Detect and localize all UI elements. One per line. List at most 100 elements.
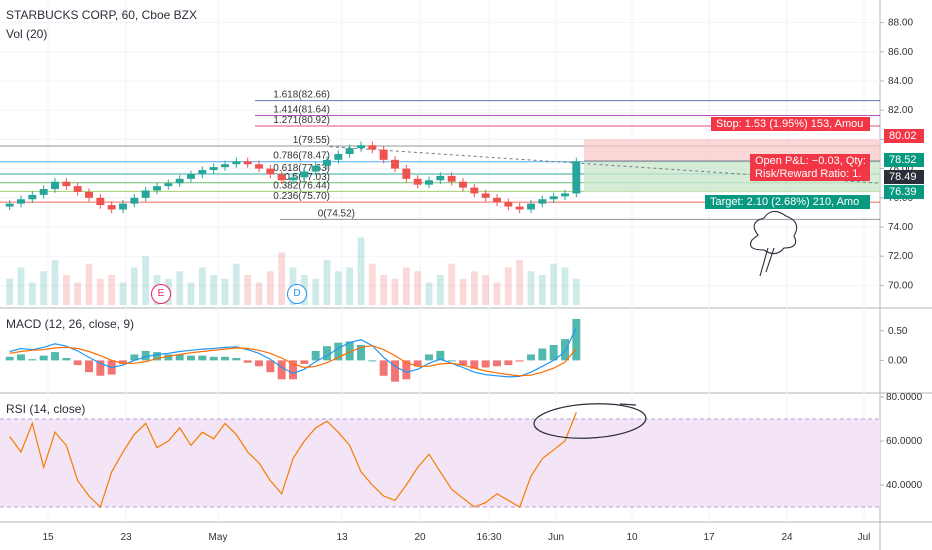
volume-bar	[210, 275, 218, 305]
macd-histogram-bar	[300, 360, 309, 364]
macd-histogram-bar	[175, 354, 184, 361]
hand-drawn-stroke	[619, 403, 637, 406]
volume-bar	[425, 282, 433, 305]
macd-label: MACD (12, 26, close, 9)	[6, 317, 135, 331]
candle-body	[243, 161, 252, 165]
x-tick-label: 23	[120, 532, 132, 543]
volume-bar	[402, 267, 410, 305]
candle-body	[153, 186, 161, 191]
x-tick-label: 10	[626, 532, 638, 543]
volume-bar	[266, 271, 274, 305]
dividend-event-badge[interactable]: D	[287, 284, 307, 304]
volume-bar	[482, 275, 490, 305]
candle-body	[300, 171, 309, 178]
volume-bar	[334, 271, 342, 305]
macd-histogram-bar	[221, 356, 229, 361]
volume-bar	[130, 267, 138, 305]
volume-bar	[504, 267, 512, 305]
volume-bar	[538, 275, 546, 305]
macd-histogram-bar	[470, 360, 479, 369]
macd-histogram-bar	[481, 360, 490, 368]
candle-body	[481, 193, 490, 198]
rsi-tick-label: 80.0000	[886, 392, 923, 403]
candle-body	[470, 187, 479, 194]
x-tick-label: 13	[336, 532, 348, 543]
volume-bar	[459, 278, 467, 305]
macd-histogram-bar	[277, 360, 286, 380]
macd-line	[9, 327, 577, 378]
candle-body	[549, 196, 558, 200]
volume-bar	[278, 252, 286, 305]
macd-histogram-bar	[436, 350, 445, 361]
candle-body	[17, 199, 25, 204]
volume-bar	[448, 263, 456, 305]
macd-histogram-bar	[504, 360, 513, 366]
candle-body	[85, 191, 93, 198]
volume-bar	[96, 278, 104, 305]
volume-bar	[6, 278, 14, 305]
rsi-tick-label: 60.0000	[886, 436, 923, 447]
candle-body	[391, 159, 399, 169]
rsi-tick-label: 40.0000	[886, 480, 923, 491]
candle-body	[493, 197, 501, 203]
candle-body	[119, 203, 127, 210]
volume-bar	[62, 275, 70, 305]
volume-bar	[176, 271, 184, 305]
macd-histogram-bar	[561, 339, 569, 361]
candle-body	[413, 178, 422, 185]
candle-body	[255, 164, 263, 169]
macd-histogram-bar	[28, 359, 37, 361]
hand-drawn-circle	[533, 403, 647, 439]
stop-label: Stop: 1.53 (1.95%) 153, Amou	[711, 117, 870, 131]
volume-bar	[244, 275, 252, 305]
target-price-tag: 76.39	[884, 185, 924, 199]
volume-bar	[550, 263, 558, 305]
candle-body	[175, 178, 184, 184]
volume-bar	[391, 278, 399, 305]
volume-bar	[17, 267, 25, 305]
macd-histogram-bar	[266, 360, 275, 373]
macd-histogram-bar	[209, 356, 218, 361]
macd-histogram-bar	[243, 360, 252, 363]
macd-tick-label: 0.50	[888, 326, 908, 337]
candle-body	[515, 206, 524, 210]
volume-bar	[346, 267, 354, 305]
volume-label: Vol (20)	[6, 27, 48, 41]
earnings-event-badge[interactable]: E	[151, 284, 171, 304]
macd-histogram-bar	[425, 354, 433, 361]
macd-tick-label: 0.00	[888, 355, 908, 366]
candle-body	[62, 181, 71, 187]
candle-body	[39, 189, 48, 195]
macd-histogram-bar	[232, 358, 241, 361]
volume-bar	[436, 275, 444, 305]
volume-bar	[493, 282, 501, 305]
x-tick-label: 16:30	[476, 532, 501, 543]
candle-body	[96, 197, 105, 206]
x-tick-label: 15	[42, 532, 54, 543]
fib-level-label: 1.414(81.64)	[273, 104, 330, 115]
volume-bar	[527, 271, 535, 305]
signal-line	[9, 344, 577, 377]
candle-body	[107, 205, 116, 210]
candle-body	[368, 145, 377, 150]
macd-histogram-bar	[51, 352, 59, 361]
macd-histogram-bar	[141, 350, 150, 361]
candle-body	[334, 154, 343, 160]
candle-body	[425, 180, 433, 185]
last-price-tag: 78.49	[884, 170, 924, 184]
macd-histogram-bar	[549, 344, 558, 361]
volume-bar	[28, 282, 36, 305]
volume-bar	[187, 282, 195, 305]
risk-reward-label: Risk/Reward Ratio: 1.	[750, 167, 870, 181]
volume-bar	[380, 275, 388, 305]
candle-body	[28, 194, 37, 200]
volume-bar	[221, 278, 229, 305]
candle-body	[5, 203, 14, 207]
fib-level-label: 1.618(82.66)	[273, 90, 330, 101]
candle-body	[402, 168, 411, 179]
price-tick-label: 84.00	[888, 76, 913, 87]
macd-histogram-bar	[164, 354, 173, 361]
candle-body	[289, 177, 297, 181]
price-tick-label: 70.00	[888, 280, 913, 291]
